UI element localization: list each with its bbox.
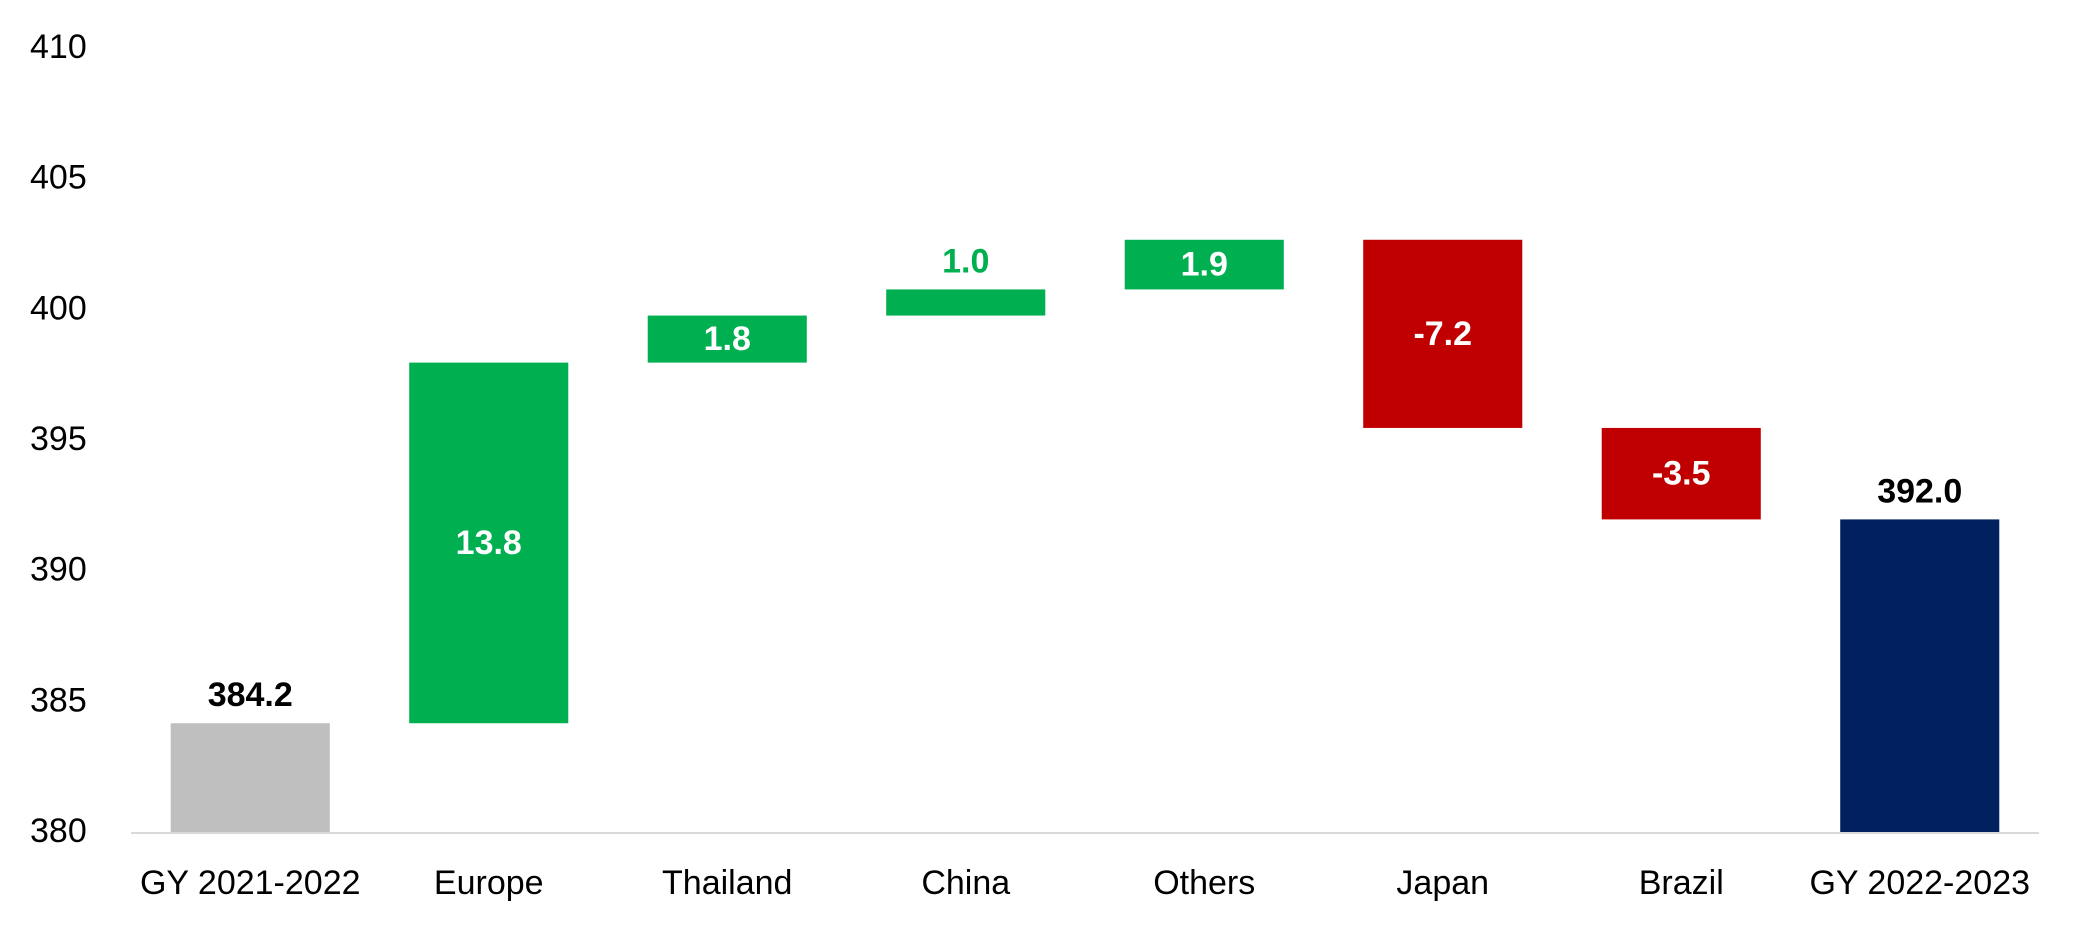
data-label: 392.0 bbox=[1877, 472, 1962, 510]
bar bbox=[886, 289, 1046, 316]
y-tick-label: 385 bbox=[30, 681, 87, 719]
bar bbox=[1124, 239, 1284, 290]
x-tick-label: Europe bbox=[434, 864, 544, 902]
x-tick-label: Others bbox=[1153, 864, 1255, 902]
bar bbox=[1363, 239, 1523, 428]
data-label: 1.9 bbox=[1181, 246, 1228, 284]
x-tick-label: Brazil bbox=[1639, 864, 1724, 902]
data-label: -7.2 bbox=[1413, 315, 1472, 353]
x-tick-label: China bbox=[921, 864, 1010, 902]
x-tick-label: GY 2022-2023 bbox=[1809, 864, 2030, 902]
data-label: 384.2 bbox=[208, 676, 293, 714]
y-tick-label: 390 bbox=[30, 551, 87, 589]
x-tick-label: Japan bbox=[1396, 864, 1489, 902]
bar bbox=[170, 723, 330, 833]
y-tick-label: 405 bbox=[30, 159, 87, 197]
data-label: -3.5 bbox=[1652, 455, 1711, 493]
x-tick-label: GY 2021-2022 bbox=[140, 864, 361, 902]
y-tick-label: 410 bbox=[30, 28, 87, 66]
x-tick-label: Thailand bbox=[662, 864, 792, 902]
y-tick-label: 400 bbox=[30, 289, 87, 327]
data-label: 13.8 bbox=[456, 524, 522, 562]
y-tick-label: 395 bbox=[30, 420, 87, 458]
bar bbox=[1601, 427, 1761, 520]
y-tick-label: 380 bbox=[30, 812, 87, 850]
bar bbox=[409, 362, 569, 724]
bar bbox=[1840, 519, 2000, 833]
data-label: 1.8 bbox=[704, 320, 751, 358]
data-label: 1.0 bbox=[942, 242, 989, 280]
bar bbox=[647, 315, 807, 363]
